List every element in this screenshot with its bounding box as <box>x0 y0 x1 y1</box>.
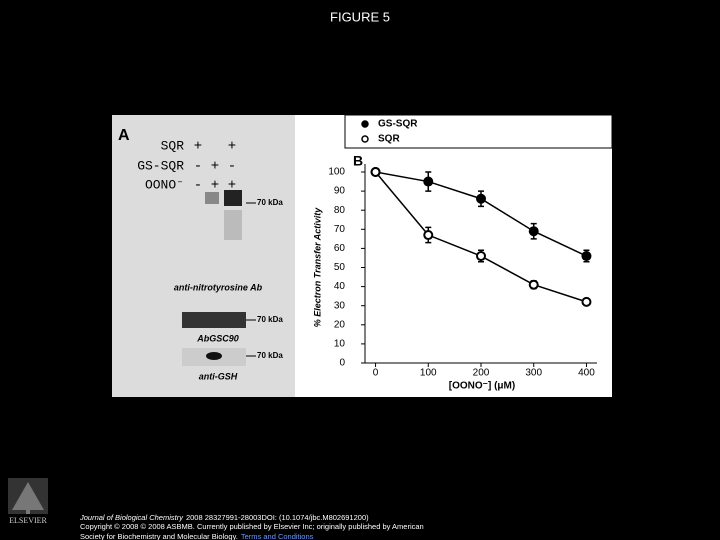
logo: ELSEVIER <box>8 478 48 525</box>
band <box>224 210 242 240</box>
y-tick-label: 40 <box>334 281 346 292</box>
x-tick-label: 0 <box>373 368 379 379</box>
row-mark: - <box>194 178 202 194</box>
citation: Journal of Biological Chemistry 2008 2832… <box>79 513 369 522</box>
row-label: GS-SQR <box>137 158 184 173</box>
antibody-label: AbGSC90 <box>196 333 239 343</box>
terms-link[interactable]: Terms and Conditions <box>241 532 314 540</box>
row-mark: + <box>228 178 236 194</box>
point <box>476 193 486 204</box>
point <box>423 176 434 187</box>
antibody-label: anti-GSH <box>199 371 238 381</box>
row-mark: + <box>194 139 202 155</box>
antibody-label: anti-nitrotyrosine Ab <box>174 282 263 292</box>
y-tick-label: 30 <box>334 300 346 311</box>
y-tick-label: 10 <box>334 339 346 350</box>
y-tick-label: 70 <box>334 224 346 235</box>
size-label: 70 kDa <box>257 315 283 324</box>
point <box>581 296 592 307</box>
x-tick-label: 200 <box>473 368 490 379</box>
row-mark: + <box>211 159 219 175</box>
x-tick-label: 100 <box>420 368 437 379</box>
point <box>581 251 592 262</box>
journal: Journal of Biological Chemistry <box>79 513 184 522</box>
band <box>206 352 222 360</box>
blot <box>182 312 246 328</box>
y-tick-label: 20 <box>334 319 346 330</box>
point <box>370 167 381 177</box>
slide-title: FIGURE 5 <box>330 9 390 24</box>
legend-label: GS-SQR <box>378 119 418 130</box>
size-label: 70 kDa <box>257 351 283 360</box>
legend-marker <box>361 120 369 128</box>
point <box>423 230 434 241</box>
row-label: OONO⁻ <box>145 177 184 192</box>
row-mark: - <box>228 159 236 175</box>
logo-tree <box>12 482 44 514</box>
y-axis-label: % Electron Transfer Activity <box>312 207 322 328</box>
citation-text: 2008 28327991-28003DOI: (10.1074/jbc.M80… <box>186 513 369 522</box>
band <box>205 192 219 204</box>
y-tick-label: 0 <box>339 358 345 369</box>
row-mark: + <box>228 139 236 155</box>
society: Society for Biochemistry and Molecular B… <box>80 532 314 540</box>
y-tick-label: 80 <box>334 205 346 216</box>
panel-label: A <box>118 127 130 144</box>
point <box>528 226 539 237</box>
legend <box>344 114 613 149</box>
x-tick-label: 400 <box>578 368 595 379</box>
logo-text: ELSEVIER <box>9 516 47 525</box>
row-mark: - <box>194 159 202 175</box>
x-tick-label: 300 <box>525 368 542 379</box>
y-tick-label: 100 <box>328 167 345 178</box>
copyright: Copyright © 2008 © 2008 ASBMB. Currently… <box>80 522 424 531</box>
y-tick-label: 90 <box>334 186 346 197</box>
legend-marker <box>361 135 369 143</box>
panel-a: SQR + +GS-SQR - + -OONO⁻ - + +70 kDaanti-nitroty… <box>137 138 283 381</box>
band <box>224 190 242 206</box>
row-mark: + <box>211 178 219 194</box>
legend-label: SQR <box>378 134 400 145</box>
y-tick-label: 60 <box>334 243 346 254</box>
panel-label: B <box>353 153 363 169</box>
y-tick-label: 50 <box>334 262 346 273</box>
point <box>476 251 486 262</box>
chart: B 0 10 20 30 40 50 60 70 80 90 100 0 100 200 300 400 [OON… <box>312 119 597 392</box>
size-label: 70 kDa <box>257 198 283 207</box>
society-text: Society for Biochemistry and Molecular B… <box>80 532 238 540</box>
row-label: SQR <box>161 138 185 153</box>
point <box>528 279 539 290</box>
x-axis-label: [OONO⁻] (μM) <box>449 381 515 392</box>
